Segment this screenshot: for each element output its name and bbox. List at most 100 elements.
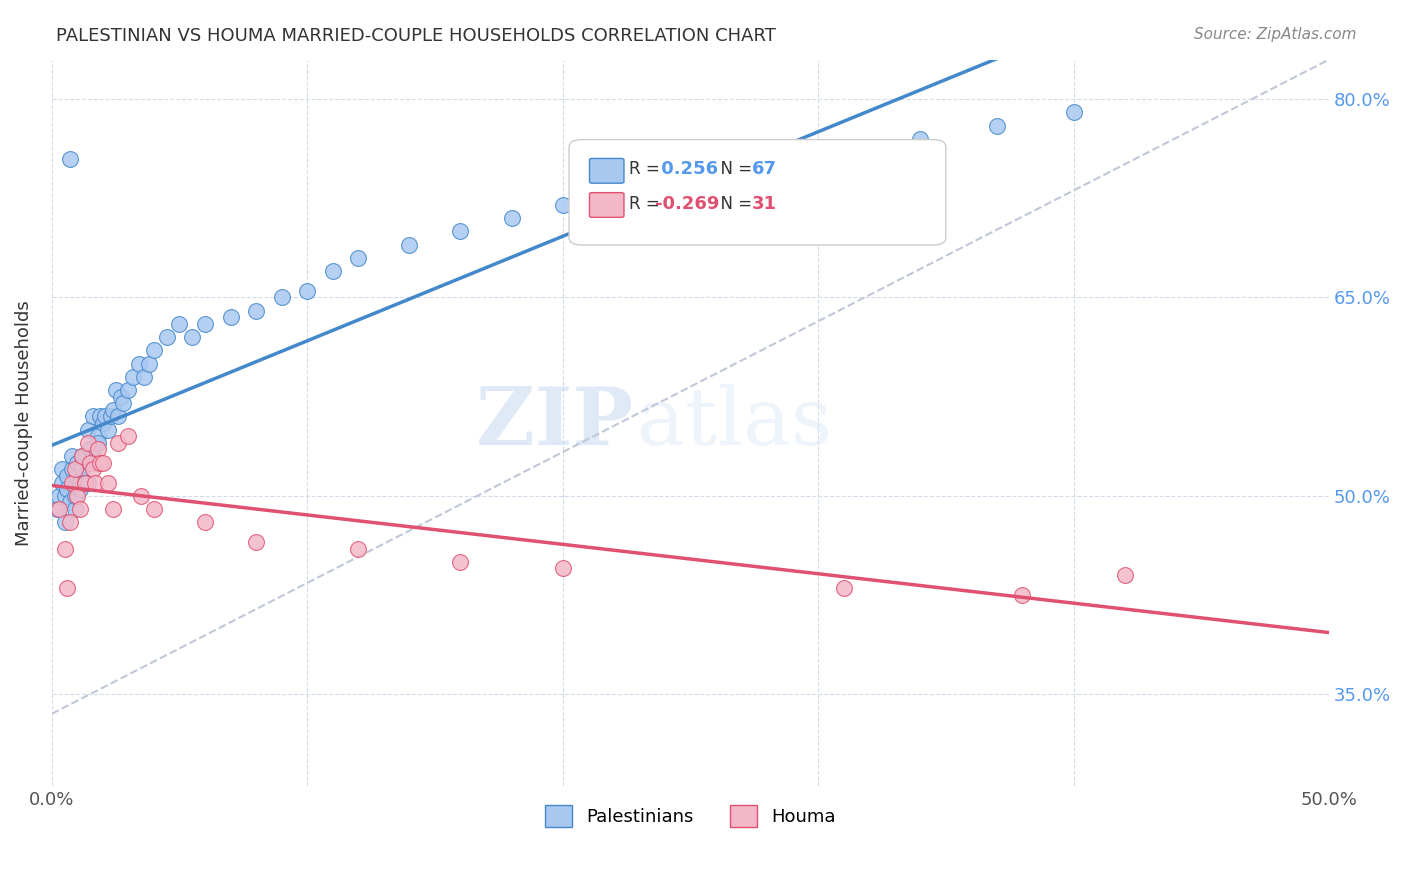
Point xyxy=(117,383,139,397)
Text: atlas: atlas xyxy=(637,384,832,462)
Text: 0.256: 0.256 xyxy=(655,161,717,178)
Point xyxy=(322,264,344,278)
Point xyxy=(142,502,165,516)
Point xyxy=(59,152,82,166)
Point xyxy=(48,502,70,516)
Point xyxy=(347,251,370,265)
Point xyxy=(94,409,117,424)
Point xyxy=(76,435,98,450)
Point xyxy=(398,237,420,252)
Point xyxy=(73,475,96,490)
Point xyxy=(89,409,111,424)
Point xyxy=(51,475,73,490)
Point xyxy=(73,475,96,490)
Point xyxy=(110,390,132,404)
Point xyxy=(112,396,135,410)
Text: PALESTINIAN VS HOUMA MARRIED-COUPLE HOUSEHOLDS CORRELATION CHART: PALESTINIAN VS HOUMA MARRIED-COUPLE HOUS… xyxy=(56,27,776,45)
Point xyxy=(84,475,107,490)
Text: 31: 31 xyxy=(752,194,776,212)
Point xyxy=(245,303,267,318)
Text: -0.269: -0.269 xyxy=(655,194,718,212)
Point xyxy=(56,482,79,496)
FancyBboxPatch shape xyxy=(589,159,624,183)
Point xyxy=(56,469,79,483)
Point xyxy=(82,409,104,424)
Point xyxy=(169,317,191,331)
Point xyxy=(132,369,155,384)
Point xyxy=(270,291,292,305)
Point xyxy=(832,581,855,595)
Point xyxy=(107,435,129,450)
Point xyxy=(69,475,91,490)
Point xyxy=(60,462,83,476)
Point xyxy=(97,423,120,437)
FancyBboxPatch shape xyxy=(589,193,624,218)
Point xyxy=(59,515,82,529)
Point xyxy=(1114,568,1136,582)
Point xyxy=(219,310,242,325)
Text: Source: ZipAtlas.com: Source: ZipAtlas.com xyxy=(1194,27,1357,42)
Point xyxy=(122,369,145,384)
Point xyxy=(100,409,122,424)
Point xyxy=(910,132,932,146)
Point xyxy=(501,211,523,226)
Point xyxy=(628,178,651,193)
Point xyxy=(53,489,76,503)
Point xyxy=(53,541,76,556)
Point xyxy=(128,357,150,371)
Point xyxy=(79,456,101,470)
Point xyxy=(69,482,91,496)
Text: 67: 67 xyxy=(752,161,776,178)
Point xyxy=(101,502,124,516)
Point xyxy=(347,541,370,556)
Point xyxy=(79,442,101,457)
Text: N =: N = xyxy=(710,194,756,212)
Point xyxy=(1011,588,1033,602)
Point xyxy=(1063,105,1085,120)
Legend: Palestinians, Houma: Palestinians, Houma xyxy=(536,796,845,836)
Point xyxy=(51,462,73,476)
Point xyxy=(72,449,94,463)
Point xyxy=(97,475,120,490)
Point xyxy=(60,475,83,490)
Point xyxy=(59,495,82,509)
Point xyxy=(194,515,217,529)
Point xyxy=(73,449,96,463)
Point xyxy=(87,442,110,457)
Point xyxy=(181,330,204,344)
Text: R =: R = xyxy=(628,194,665,212)
Point xyxy=(295,284,318,298)
Point xyxy=(551,198,574,212)
Point xyxy=(66,456,89,470)
Point xyxy=(53,515,76,529)
Text: ZIP: ZIP xyxy=(475,384,633,462)
Point xyxy=(156,330,179,344)
Point xyxy=(142,343,165,358)
Point xyxy=(245,535,267,549)
Y-axis label: Married-couple Households: Married-couple Households xyxy=(15,301,32,546)
Point xyxy=(91,416,114,430)
Point xyxy=(76,475,98,490)
Point xyxy=(72,449,94,463)
Point xyxy=(56,581,79,595)
Point xyxy=(551,561,574,575)
Point xyxy=(87,435,110,450)
Point xyxy=(79,456,101,470)
Text: N =: N = xyxy=(710,161,756,178)
Point xyxy=(66,469,89,483)
Point xyxy=(129,489,152,503)
Point xyxy=(117,429,139,443)
Point xyxy=(138,357,160,371)
Point xyxy=(450,224,472,238)
Point xyxy=(66,489,89,503)
Point xyxy=(45,502,67,516)
Point xyxy=(89,456,111,470)
Point xyxy=(69,502,91,516)
Point xyxy=(91,456,114,470)
Point xyxy=(76,423,98,437)
Point xyxy=(84,456,107,470)
FancyBboxPatch shape xyxy=(569,139,946,245)
Point xyxy=(807,145,830,160)
Point xyxy=(63,489,86,503)
Point xyxy=(986,119,1008,133)
